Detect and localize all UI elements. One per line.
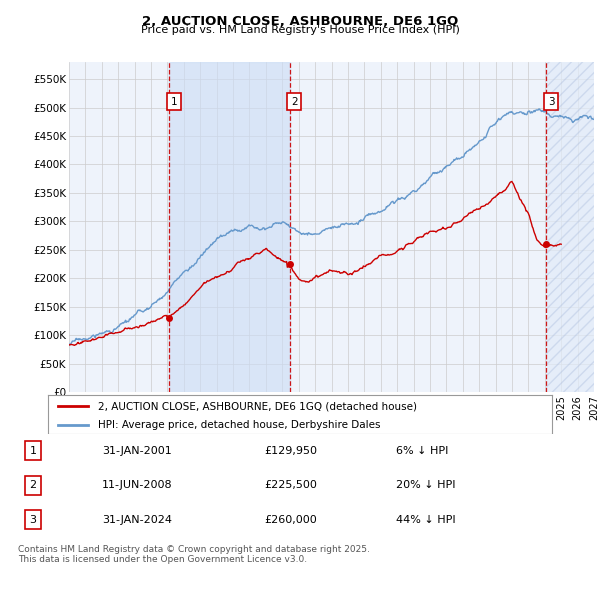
Text: 11-JUN-2008: 11-JUN-2008 [102, 480, 173, 490]
Text: 6% ↓ HPI: 6% ↓ HPI [396, 446, 448, 456]
Text: 2, AUCTION CLOSE, ASHBOURNE, DE6 1GQ (detached house): 2, AUCTION CLOSE, ASHBOURNE, DE6 1GQ (de… [98, 401, 418, 411]
Text: Contains HM Land Registry data © Crown copyright and database right 2025.
This d: Contains HM Land Registry data © Crown c… [18, 545, 370, 564]
Text: £129,950: £129,950 [264, 446, 317, 456]
Bar [169, 62, 290, 392]
Text: 1: 1 [29, 446, 37, 456]
Text: 31-JAN-2024: 31-JAN-2024 [102, 514, 172, 525]
Text: Price paid vs. HM Land Registry's House Price Index (HPI): Price paid vs. HM Land Registry's House … [140, 25, 460, 35]
Bar [546, 62, 594, 392]
Text: 20% ↓ HPI: 20% ↓ HPI [396, 480, 455, 490]
Text: HPI: Average price, detached house, Derbyshire Dales: HPI: Average price, detached house, Derb… [98, 420, 381, 430]
Text: 2, AUCTION CLOSE, ASHBOURNE, DE6 1GQ: 2, AUCTION CLOSE, ASHBOURNE, DE6 1GQ [142, 15, 458, 28]
Text: 3: 3 [548, 97, 554, 107]
Text: £260,000: £260,000 [264, 514, 317, 525]
Text: 3: 3 [29, 514, 37, 525]
Text: £225,500: £225,500 [264, 480, 317, 490]
Text: 31-JAN-2001: 31-JAN-2001 [102, 446, 172, 456]
Text: 2: 2 [291, 97, 298, 107]
Bar [546, 62, 594, 392]
Text: 1: 1 [170, 97, 177, 107]
Text: 44% ↓ HPI: 44% ↓ HPI [396, 514, 455, 525]
Text: 2: 2 [29, 480, 37, 490]
